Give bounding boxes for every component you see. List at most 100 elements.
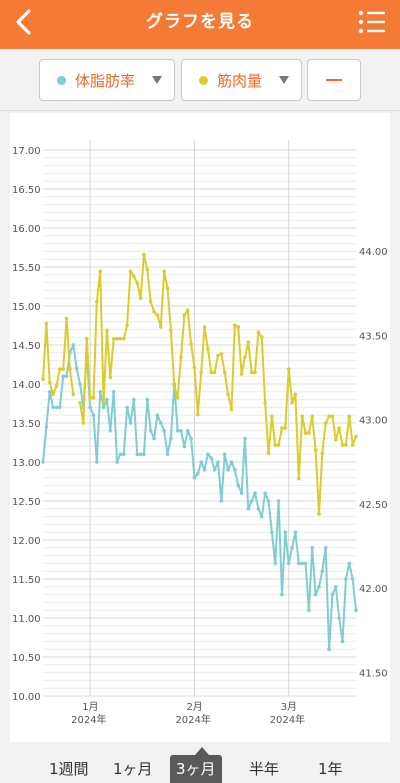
series-1-point <box>165 452 170 457</box>
series-2-point <box>219 352 224 356</box>
series-2-point <box>138 296 143 301</box>
series-2-point <box>98 269 103 274</box>
series-1-point <box>283 530 288 534</box>
series-1-point <box>115 460 119 464</box>
remove-series-button[interactable] <box>307 59 361 101</box>
series-1-point <box>340 639 345 644</box>
series-1-point <box>273 561 278 566</box>
series-2-point <box>132 274 136 279</box>
series-1-point <box>182 444 187 449</box>
period-tab-1week[interactable]: 1週間 <box>49 760 89 778</box>
series2-select-label: 筋肉量 <box>217 71 263 90</box>
left-axis-tick-label: 16.00 <box>12 224 41 235</box>
series-1-point <box>206 452 210 457</box>
series-2-point <box>273 443 278 447</box>
series-2-point <box>320 451 325 456</box>
period-tab-6months[interactable]: 半年 <box>249 760 280 778</box>
period-tab-1month[interactable]: 1ヶ月 <box>113 760 153 778</box>
series-1-point <box>61 374 65 379</box>
series1-select[interactable]: 体脂肪率 <box>39 59 175 101</box>
series-1-point <box>293 530 298 534</box>
right-axis-tick-label: 42.00 <box>359 584 388 595</box>
series-1-point <box>270 530 274 534</box>
series-2-point <box>155 313 160 317</box>
series-2-point <box>253 370 257 375</box>
series-2-point <box>303 431 308 435</box>
series2-select[interactable]: 筋肉量 <box>181 59 302 101</box>
series-1-point <box>128 421 133 425</box>
menu-button[interactable] <box>354 6 390 40</box>
series-2-point <box>115 336 119 341</box>
series-2-point <box>101 400 106 405</box>
series-1-point <box>105 397 109 402</box>
series-2-point <box>296 476 301 481</box>
series-2-point <box>192 365 197 370</box>
series-2-point <box>68 367 72 371</box>
series-1-point <box>330 592 335 597</box>
series-1-point <box>125 405 129 410</box>
series-2-point <box>290 400 294 405</box>
series-2-point <box>51 392 55 397</box>
series-2-point <box>280 426 284 430</box>
series-1-point <box>317 585 321 589</box>
left-axis-tick-label: 12.00 <box>12 536 41 547</box>
series-2-point <box>293 392 298 397</box>
series-2-point <box>216 353 220 358</box>
series-1-point <box>111 390 116 394</box>
series-2-point <box>118 336 123 341</box>
line-chart: 17.00 16.50 16.00 15.50 15.00 14.50 14.00 13.50… <box>12 140 388 726</box>
series-1-point <box>290 546 294 550</box>
series-2-point <box>54 384 59 388</box>
series-2-point <box>246 340 251 344</box>
series-1-point <box>74 366 79 371</box>
series-2-point <box>61 367 65 371</box>
series-2-point <box>222 370 227 375</box>
series-2-point <box>229 407 234 412</box>
left-axis-tick-label: 14.00 <box>12 380 41 391</box>
series-2-point <box>334 438 338 442</box>
series-1-point <box>209 456 214 460</box>
back-button[interactable] <box>6 4 42 40</box>
series-1-point <box>226 468 230 472</box>
series-2-point <box>236 325 241 329</box>
series-1-point <box>303 561 308 566</box>
period-tab-3months[interactable]: 3ヶ月 <box>170 755 222 783</box>
left-axis-tick-label: 14.50 <box>12 341 41 352</box>
series-1-point <box>249 499 254 503</box>
series-2-point <box>71 392 76 397</box>
series-1-point <box>219 499 224 503</box>
series-1-point <box>239 491 244 496</box>
left-axis-tick-label: 13.00 <box>12 458 41 469</box>
series-1-point <box>64 374 69 379</box>
series-1-point <box>229 460 234 464</box>
series-2-point <box>344 443 348 447</box>
series-2-point <box>172 384 177 388</box>
series-1-point <box>222 452 227 457</box>
series-2-point <box>179 355 183 360</box>
left-axis-tick-label: 10.50 <box>12 653 41 664</box>
series-2-point <box>206 347 210 351</box>
left-axis-tick-label: 15.00 <box>12 302 41 313</box>
series-2-point <box>323 421 328 425</box>
period-tab-1year[interactable]: 1年 <box>318 760 343 778</box>
series-2-point <box>162 269 166 274</box>
series-2-point <box>300 414 304 419</box>
series-2-point <box>233 323 237 328</box>
series-2-point <box>128 269 133 274</box>
left-axis-tick-label: 11.00 <box>12 614 41 625</box>
series-1-point <box>327 647 331 651</box>
series-2-point <box>148 299 153 304</box>
series1-color-dot <box>57 75 66 85</box>
series-2-point <box>337 426 341 430</box>
series-1-point <box>253 491 257 496</box>
series-1-point <box>256 507 261 511</box>
series-2-point <box>327 414 331 419</box>
series-2-point <box>259 335 264 339</box>
right-axis-tick-label: 43.50 <box>359 331 388 342</box>
series-2-point <box>199 370 203 375</box>
right-axis-tick-label: 41.50 <box>359 668 388 679</box>
series-1-point <box>142 452 146 457</box>
series-1-point <box>259 514 264 519</box>
series-1-point <box>323 546 328 550</box>
series-1-point <box>91 413 96 418</box>
